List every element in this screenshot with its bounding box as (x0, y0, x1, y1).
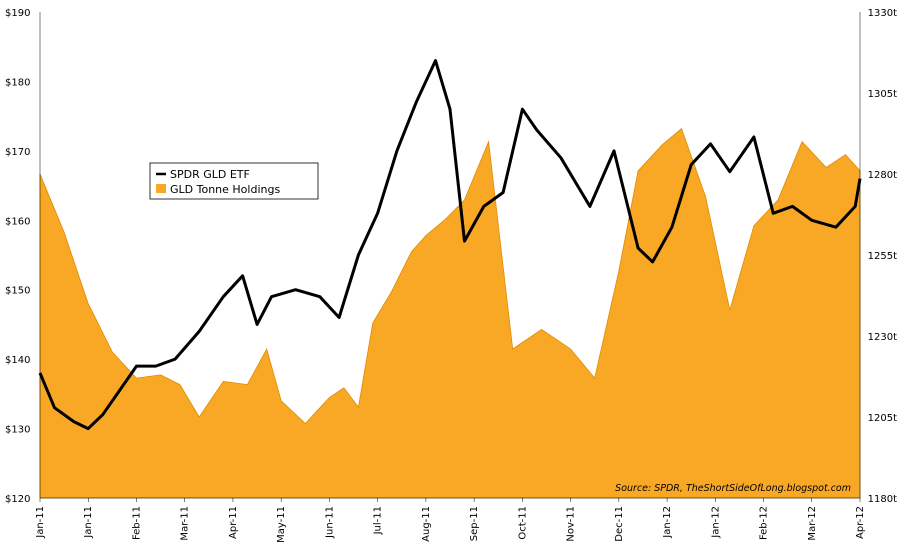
y-right-tick-label: 1255t (868, 251, 897, 262)
x-tick-label: Oct-11 (517, 506, 528, 540)
x-tick-label: May-11 (276, 506, 287, 543)
etf-line (38, 59, 862, 431)
y-left-tick-label: $120 (5, 494, 30, 505)
y-right-tick-label: 1280t (868, 170, 897, 181)
y-left-tick-label: $160 (5, 216, 30, 227)
y-right-tick-label: 1330t (868, 8, 897, 19)
x-tick-label: Feb-12 (759, 506, 770, 540)
y-left-tick-label: $130 (5, 425, 30, 436)
y-right-ticks: 1180t 1205t 1230t 1255t 1280t 1305t 1330t (868, 8, 897, 505)
y-right-tick-label: 1305t (868, 89, 897, 100)
holdings-area (39, 127, 861, 499)
etf-line-layer (38, 59, 862, 431)
x-tick-label: Mar-12 (807, 506, 818, 541)
y-right-tick-label: 1205t (868, 413, 897, 424)
y-left-tick-label: $140 (5, 355, 30, 366)
x-ticks: Jan-11 Jan-11 Feb-11 Mar-11 Apr-11 May-11 Jun-… (35, 498, 866, 543)
legend: SPDR GLD ETF GLD Tonne Holdings (149, 162, 319, 200)
source-note: Source: SPDR, TheShortSideOfLong.blogspo… (615, 483, 851, 494)
y-right-tick-label: 1230t (868, 332, 897, 343)
y-left-tick-label: $180 (5, 77, 30, 88)
x-tick-label: Jan-12 (710, 506, 721, 539)
x-tick-label: Apr-11 (228, 506, 239, 539)
y-left-tick-label: $190 (5, 8, 30, 19)
legend-holdings-swatch (156, 184, 166, 193)
x-tick-label: Jan-11 (35, 506, 46, 539)
legend-box (149, 162, 319, 200)
y-left-ticks: $120 $130 $140 $150 $160 $170 $180 $190 (5, 8, 30, 505)
x-tick-label: Jan-12 (662, 506, 673, 539)
x-tick-label: Dec-11 (614, 506, 625, 542)
legend-etf-label: SPDR GLD ETF (170, 168, 250, 181)
y-left-tick-label: $170 (5, 147, 30, 158)
x-tick-label: Feb-11 (132, 506, 143, 540)
x-tick-label: Jul-11 (373, 506, 384, 535)
x-tick-label: Apr-12 (855, 506, 866, 539)
y-right-tick-label: 1180t (868, 494, 897, 505)
x-tick-label: Aug-11 (421, 506, 432, 542)
x-tick-label: Jun-11 (324, 506, 335, 539)
x-tick-label: Jan-11 (83, 506, 94, 539)
x-tick-label: Mar-11 (180, 506, 191, 541)
x-tick-label: Sep-11 (469, 506, 480, 541)
y-left-tick-label: $150 (5, 286, 30, 297)
legend-holdings-label: GLD Tonne Holdings (170, 183, 280, 196)
holdings-area-layer (39, 127, 861, 499)
x-tick-label: Nov-11 (566, 506, 577, 542)
